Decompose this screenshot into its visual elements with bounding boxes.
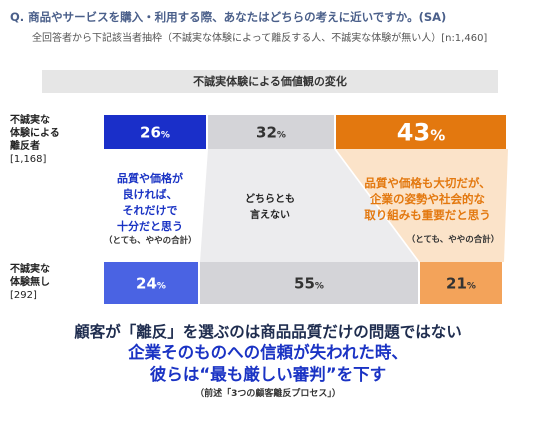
footer-note: （前述「3つの顧客離反プロセス」） [195,389,341,399]
row-label-line: 体験による [10,128,60,139]
row-label-count: [292] [10,290,37,301]
bar-segment-r1-s2 [420,262,502,304]
annotation-note: （とても、ややの合計） [406,235,500,245]
annotation-note: （とても、ややの合計） [104,236,197,246]
annotation-line: 言えない [250,210,290,221]
footer-emphasis-line: 企業そのものへの信頼が失われた時、 [128,343,408,362]
annotation-line: 企業の姿勢や社会的な [370,192,485,206]
data-label-r0-s0: 26% [140,123,170,141]
annotation-line: 取り組みも重要だと思う [364,208,491,222]
annotation-line: 品質や価格も大切だが、 [364,176,491,190]
chart-title: 不誠実体験による価値観の変化 [193,75,347,88]
bar-segment-r0-s0 [104,115,206,149]
footer-emphasis-line: 彼らは“最も厳しい審判”を下す [149,365,387,384]
connector-social [336,149,508,262]
annotation-line: 十分だと思う [117,220,183,233]
bar-segment-r1-s1 [200,262,418,304]
data-label-r0-s1: 32% [256,123,286,141]
data-label-r1-s1: 55% [294,274,324,292]
question-title: Q. 商品やサービスを購入・利用する際、あなたはどちらの考えに近いですか。(SA… [10,10,447,24]
data-label-r1-s0: 24% [136,274,166,292]
annotation-line: 品質や価格が [117,172,183,185]
row-label-count: [1,168] [10,154,47,165]
row-label-no-experience: 不誠実な 体験無し [292] [10,263,50,302]
annotation-neutral: どちらとも 言えない [220,192,320,224]
annotation-line: それだけで [122,204,178,217]
annotation-social-note-wrap: （とても、ややの合計） [398,234,508,246]
annotation-line: 良ければ、 [122,188,178,201]
row-label-defectors: 不誠実な 体験による 離反者 [1,168] [10,114,60,166]
row-label-line: 離反者 [10,141,40,152]
annotation-social: 品質や価格も大切だが、 企業の姿勢や社会的な 取り組みも重要だと思う [345,175,510,223]
connector-neutral [200,149,418,262]
row-label-line: 不誠実な [10,115,50,126]
footer-emphasis: 企業そのものへの信頼が失われた時、 彼らは“最も厳しい審判”を下す [0,342,536,386]
data-label-r0-s2: 43% [397,119,445,147]
annotation-line: どちらとも [245,194,295,205]
bar-segment-r1-s0 [104,262,198,304]
chart-title-bar: 不誠実体験による価値観の変化 [42,70,498,93]
question-subtitle: 全回答者から下記該当者抽枠（不誠実な体験によって離反する人、不誠実な体験が無い人… [32,33,488,44]
data-label-r1-s2: 21% [446,274,476,292]
footer-headline: 顧客が「離反」を選ぶのは商品品質だけの問題ではない [74,323,462,341]
row-label-line: 不誠実な [10,264,50,275]
bar-segment-r0-s2 [336,115,506,149]
row-label-line: 体験無し [10,277,50,288]
annotation-quality: 品質や価格が 良ければ、 それだけで 十分だと思う （とても、ややの合計） [104,171,197,247]
bar-segment-r0-s1 [208,115,334,149]
